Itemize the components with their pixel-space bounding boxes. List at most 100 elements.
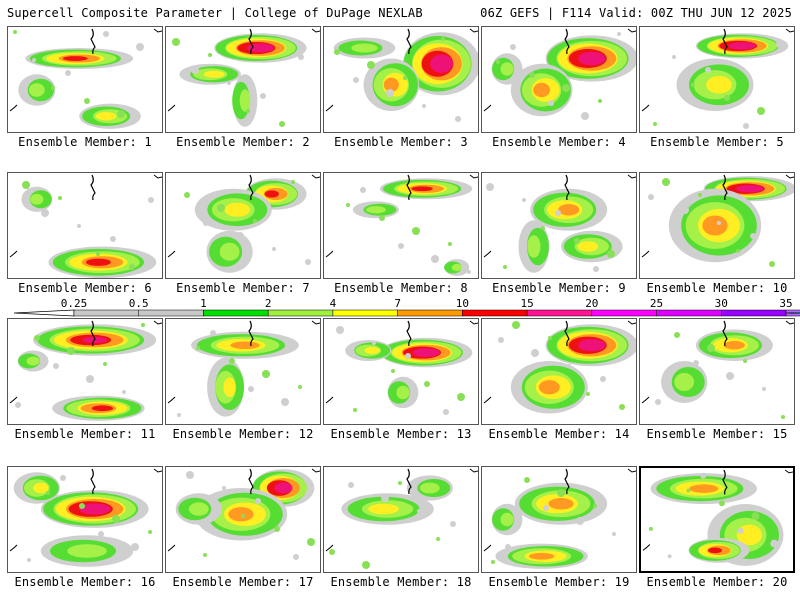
coastline [9,544,18,552]
coastline [641,104,650,112]
ensemble-member-panel[interactable] [639,26,795,133]
colorbar-tick-label: 0.25 [61,297,88,310]
ensemble-member-panel[interactable] [165,26,321,133]
scp-speckle [148,530,152,534]
scp-contour [62,56,88,61]
scp-contour [500,62,514,76]
ensemble-member-label: Ensemble Member: 13 [330,427,472,441]
scp-contour [689,484,719,493]
scp-speckle [353,77,359,83]
scp-speckle [77,224,81,228]
ensemble-member-panel[interactable] [481,172,637,279]
ensemble-member-panel[interactable] [7,26,163,133]
scp-speckle [141,323,145,327]
ensemble-member-panel[interactable] [7,172,163,279]
lake-shoreline [90,174,96,201]
scp-speckle [46,491,50,495]
scp-speckle [691,83,695,87]
scp-speckle [172,38,180,46]
scp-contour [430,54,453,74]
scp-speckle [103,31,109,37]
ensemble-member-panel[interactable] [481,466,637,573]
border-line [469,174,478,179]
ensemble-member-label: Ensemble Member: 16 [14,575,156,589]
scp-contour [230,341,260,349]
lake-shoreline [722,28,728,55]
scp-speckle [693,360,699,366]
colorbar-tick-label: 4 [330,297,337,310]
ensemble-member-panel[interactable] [165,172,321,279]
ensemble-member-panel[interactable] [481,26,637,133]
border-line [627,28,636,33]
coastline [9,250,18,258]
ensemble-member-panel[interactable] [481,318,637,425]
ensemble-member-panel[interactable] [165,318,321,425]
scp-contour [674,373,695,391]
scp-speckle [681,206,689,214]
colorbar-legend: 0.25 0.5 1 2 4 7 10 15 20 25 30 35 [13,297,800,317]
scp-speckle [129,264,135,270]
scp-speckle [724,95,730,101]
scp-contour [533,82,550,98]
lake-shoreline [722,320,728,347]
scp-speckle [58,196,62,200]
ensemble-member-panel[interactable] [323,172,479,279]
coastline [9,396,18,404]
ensemble-member-panel[interactable] [323,26,479,133]
lake-shoreline [564,468,570,495]
scp-speckle [348,482,354,488]
lake-shoreline [90,320,96,347]
scp-speckle [743,359,747,363]
ensemble-member-panel[interactable] [165,466,321,573]
coastline [325,396,334,404]
ensemble-member-panel[interactable] [7,466,163,573]
scp-speckle [557,489,565,497]
border-line [785,174,794,179]
ensemble-member-panel[interactable] [639,172,795,279]
scp-speckle [707,344,715,352]
scp-speckle [84,98,90,104]
scp-speckle [336,326,344,334]
scp-speckle [726,372,734,380]
scp-field-map [9,174,162,278]
scp-speckle [372,341,376,345]
scp-speckle [776,40,784,48]
ensemble-member-label: Ensemble Member: 7 [176,281,310,295]
scp-field-map [325,320,478,415]
ensemble-member-panel[interactable] [323,466,479,573]
scp-contour [736,185,764,193]
scp-speckle [329,549,335,555]
ensemble-member-panel[interactable] [7,318,163,425]
scp-field-map [167,468,320,560]
border-line [627,174,636,179]
lake-shoreline [248,468,254,495]
scp-field-map [642,469,793,566]
scp-speckle [362,561,370,569]
colorbar-segment [656,309,722,317]
ensemble-member-label: Ensemble Member: 19 [488,575,630,589]
scp-speckle [674,332,680,338]
border-line [153,468,162,473]
ensemble-member-panel[interactable] [639,318,795,425]
scp-speckle [403,76,407,80]
scp-field-map [325,174,478,276]
scp-contour [95,112,117,121]
scp-field-map [641,320,794,419]
border-line [311,468,320,473]
lake-shoreline [248,174,254,201]
scp-speckle [103,362,107,366]
coastline [9,104,18,112]
scp-contour [364,347,380,354]
scp-speckle [607,250,615,258]
scp-speckle [562,84,570,92]
colorbar-tick-label: 20 [585,297,598,310]
scp-speckle [96,252,100,256]
scp-contour [274,482,293,494]
scp-speckle [391,369,395,373]
colorbar-tick-label: 15 [520,297,533,310]
colorbar-tick-label: 7 [394,297,401,310]
ensemble-member-panel[interactable] [639,466,795,573]
ensemble-member-panel[interactable] [323,318,479,425]
scp-speckle [593,504,597,508]
scp-speckle [424,381,430,387]
